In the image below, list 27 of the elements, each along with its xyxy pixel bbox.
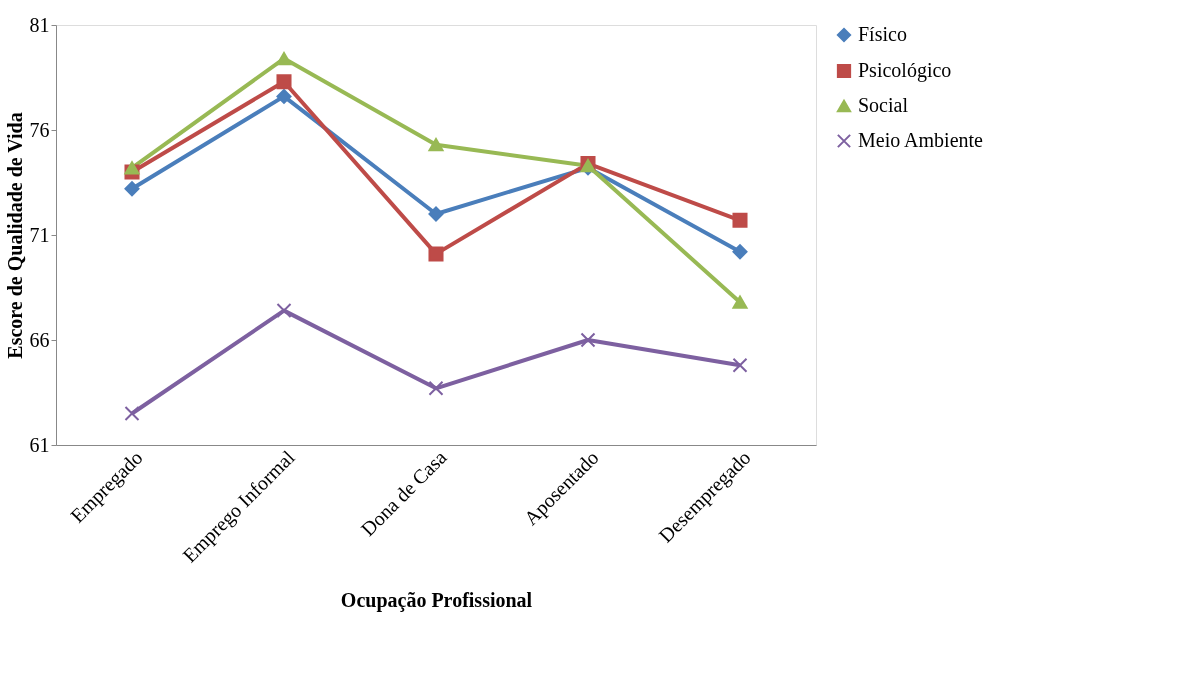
point xyxy=(124,161,140,175)
point xyxy=(124,405,140,422)
point xyxy=(732,295,748,309)
point xyxy=(428,380,444,396)
point xyxy=(428,246,444,262)
point xyxy=(276,74,292,90)
y-tick-label: 71 xyxy=(29,223,50,246)
point xyxy=(276,88,292,104)
point xyxy=(124,181,140,197)
point xyxy=(276,51,292,66)
point xyxy=(428,206,444,222)
y-tick-label: 66 xyxy=(29,328,50,351)
point xyxy=(276,303,292,319)
legend-label: Físico xyxy=(858,23,907,45)
y-tick-label: 81 xyxy=(29,13,50,36)
point xyxy=(732,212,748,228)
legend-label: Social xyxy=(858,94,909,116)
x-axis-title: Ocupação Profissional xyxy=(340,589,533,613)
y-axis-title: Escore de Qualidade de Vida xyxy=(3,112,26,359)
point xyxy=(732,244,748,260)
legend-label: Meio Ambiente xyxy=(858,129,984,151)
legend-label: Psicológico xyxy=(858,59,952,82)
y-tick-label: 76 xyxy=(29,118,50,141)
point xyxy=(580,332,596,348)
y-tick-label: 61 xyxy=(29,433,50,456)
point xyxy=(428,138,444,152)
point xyxy=(732,357,748,373)
